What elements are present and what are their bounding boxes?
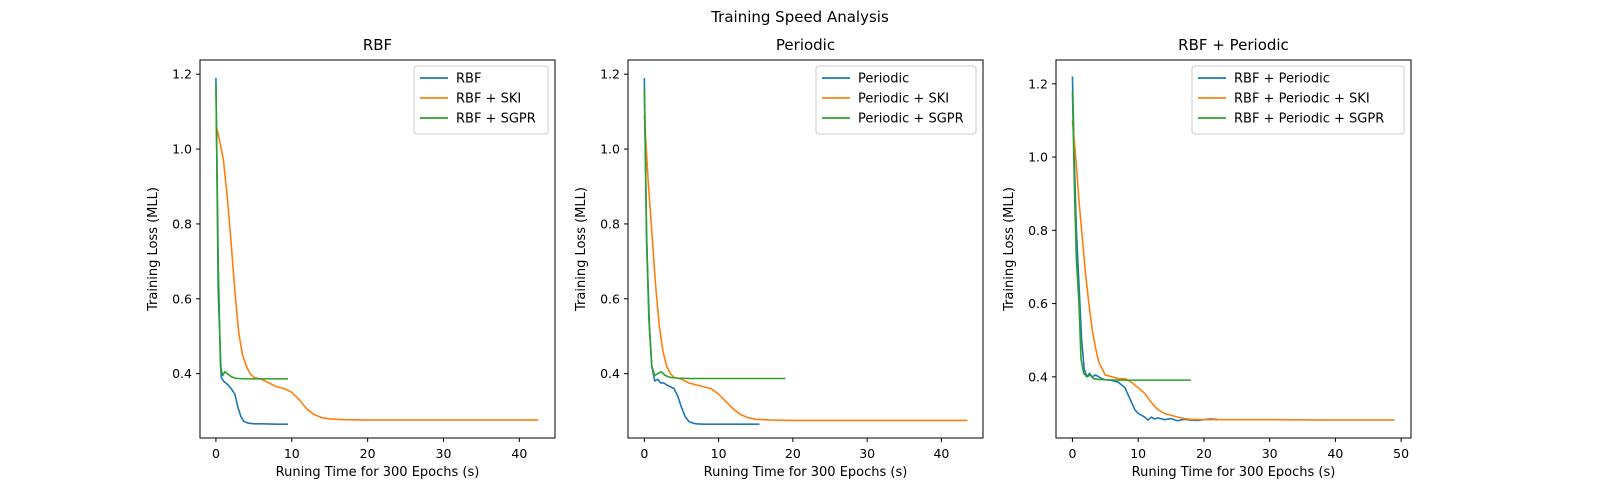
x-tick-label: 40	[933, 446, 949, 461]
y-axis-label: Training Loss (MLL)	[1002, 187, 1017, 312]
y-tick-label: 0.4	[172, 366, 192, 381]
legend: RBF + Periodic RBF + Periodic + SKI RBF + …	[1191, 65, 1405, 135]
subplot-3: 0 10 20 30 40 50 0.4 0.6 0.8 1.0 1.2 RBF + Periodic…	[1002, 36, 1412, 480]
legend: Periodic Periodic + SKI Periodic + SGPR	[815, 65, 977, 135]
y-tick-label: 0.6	[172, 291, 192, 306]
series-line-1	[1071, 76, 1218, 422]
x-tick-label: 0	[640, 446, 648, 461]
y-tick-label: 0.8	[172, 216, 192, 231]
y-axis-label: Training Loss (MLL)	[574, 187, 589, 312]
subplot-title: Periodic	[776, 36, 835, 54]
y-tick-label: 1.0	[1028, 150, 1048, 165]
series-line-1	[215, 77, 288, 425]
x-tick-label: 10	[711, 446, 727, 461]
legend-label: RBF + Periodic	[1234, 72, 1330, 87]
axes-frame	[627, 59, 984, 439]
y-tick-label: 0.8	[1028, 223, 1048, 238]
x-tick-label: 20	[1196, 446, 1212, 461]
legend-box	[815, 65, 977, 135]
legend-label: Periodic + SKI	[858, 92, 949, 107]
legend-label: Periodic + SGPR	[858, 112, 964, 127]
y-axis-label: Training Loss (MLL)	[146, 187, 161, 312]
y-tick-label: 1.2	[1028, 76, 1048, 91]
legend-label: RBF + SKI	[456, 92, 521, 107]
series-line-2	[643, 115, 968, 422]
y-tick-label: 1.2	[172, 67, 192, 82]
x-tick-label: 10	[284, 446, 300, 461]
axes-frame	[199, 59, 556, 439]
x-tick-label: 30	[1262, 446, 1278, 461]
x-axis-label: Runing Time for 300 Epochs (s)	[1132, 465, 1336, 480]
subplot-title: RBF	[363, 36, 392, 54]
legend-label: Periodic	[858, 72, 909, 87]
x-tick-label: 0	[1068, 446, 1076, 461]
legend: RBF RBF + SKI RBF + SGPR	[413, 65, 549, 135]
axes-frame	[1055, 59, 1412, 439]
axes-layer: 0 10 20 30 40 0.4 0.6 0.8 1.0 1.2 RBF Runing Time f…	[146, 36, 1412, 480]
x-tick-label: 40	[511, 446, 527, 461]
x-tick-label: 40	[1327, 446, 1343, 461]
x-tick-label: 10	[1130, 446, 1146, 461]
x-tick-label: 50	[1393, 446, 1409, 461]
y-tick-label: 1.2	[600, 67, 620, 82]
legend-label: RBF + Periodic + SKI	[1234, 92, 1370, 107]
series-line-2	[215, 126, 539, 421]
series-line-3	[215, 85, 288, 380]
x-tick-label: 30	[859, 446, 875, 461]
legend-label: RBF	[456, 72, 481, 87]
series-line-2	[1071, 120, 1395, 421]
y-tick-label: 0.6	[1028, 296, 1048, 311]
y-tick-label: 0.4	[1028, 369, 1048, 384]
y-tick-label: 1.0	[172, 142, 192, 157]
subplot-1: 0 10 20 30 40 0.4 0.6 0.8 1.0 1.2 RBF Runing Time f…	[146, 36, 556, 480]
y-tick-label: 1.0	[600, 142, 620, 157]
legend-label: RBF + SGPR	[456, 112, 536, 127]
subplot-title: RBF + Periodic	[1178, 36, 1289, 54]
x-tick-label: 0	[212, 446, 220, 461]
y-tick-label: 0.4	[600, 366, 620, 381]
legend-label: RBF + Periodic + SGPR	[1234, 112, 1384, 127]
series-line-3	[1071, 91, 1191, 381]
y-tick-label: 0.6	[600, 291, 620, 306]
x-axis-label: Runing Time for 300 Epochs (s)	[704, 465, 908, 480]
y-tick-label: 0.8	[600, 216, 620, 231]
x-tick-label: 20	[360, 446, 376, 461]
x-axis-label: Runing Time for 300 Epochs (s)	[276, 465, 480, 480]
legend-box	[1191, 65, 1405, 135]
x-tick-label: 30	[436, 446, 452, 461]
figure-suptitle: Training Speed Analysis	[710, 8, 889, 26]
x-tick-label: 20	[785, 446, 801, 461]
legend-box	[413, 65, 549, 135]
subplot-2: 0 10 20 30 40 0.4 0.6 0.8 1.0 1.2 Periodic Runing T…	[574, 36, 984, 480]
series-line-3	[643, 89, 786, 380]
